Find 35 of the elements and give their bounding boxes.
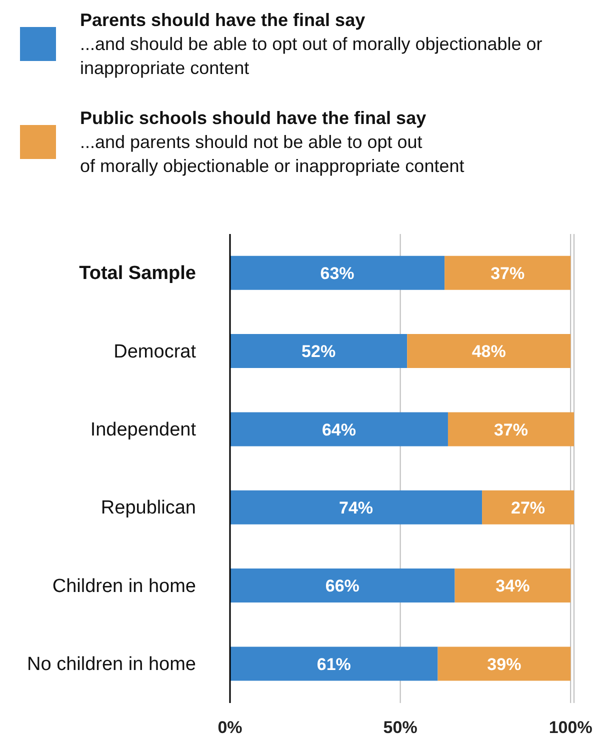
- data-label: 61%: [316, 654, 351, 674]
- bar: [230, 256, 445, 290]
- data-label: 37%: [494, 420, 528, 440]
- y-tick-label: Children in home: [52, 576, 196, 597]
- bar: [454, 568, 571, 603]
- y-tick-label: No children in home: [27, 654, 196, 675]
- x-tick-label: 100%: [548, 718, 592, 738]
- bar: [407, 334, 571, 368]
- bar: [482, 490, 574, 524]
- y-tick-label: Total Sample: [79, 263, 196, 284]
- bar: [438, 646, 571, 681]
- bar: [448, 412, 574, 446]
- bar: [230, 568, 455, 603]
- y-tick-label: Independent: [90, 419, 197, 440]
- y-tick-label: Democrat: [114, 341, 197, 362]
- bar: [230, 646, 438, 681]
- data-label: 63%: [320, 264, 354, 283]
- data-label: 27%: [511, 498, 546, 518]
- data-label: 64%: [322, 420, 356, 440]
- legend-label: Parents should have the final say ...and should be able to opt out of morally objectionable or inappropriate content: [80, 9, 544, 80]
- legend-label: Public schools should have the final say ...and parents should not be able to opt out of morally objectionable or inappropriate content: [80, 107, 464, 178]
- data-label: 39%: [487, 654, 522, 674]
- data-label: 37%: [490, 264, 525, 283]
- y-tick-label: Republican: [100, 498, 196, 519]
- x-tick-label: 0%: [218, 718, 242, 738]
- bar: [230, 334, 408, 368]
- bar: [230, 490, 482, 524]
- data-label: 34%: [496, 576, 530, 596]
- bar: [230, 412, 448, 446]
- data-label: 48%: [472, 342, 506, 362]
- x-tick-label: 50%: [383, 718, 418, 738]
- bar: [444, 256, 571, 290]
- data-label: 74%: [339, 498, 374, 518]
- data-label: 66%: [325, 576, 360, 596]
- data-label: 52%: [302, 342, 336, 362]
